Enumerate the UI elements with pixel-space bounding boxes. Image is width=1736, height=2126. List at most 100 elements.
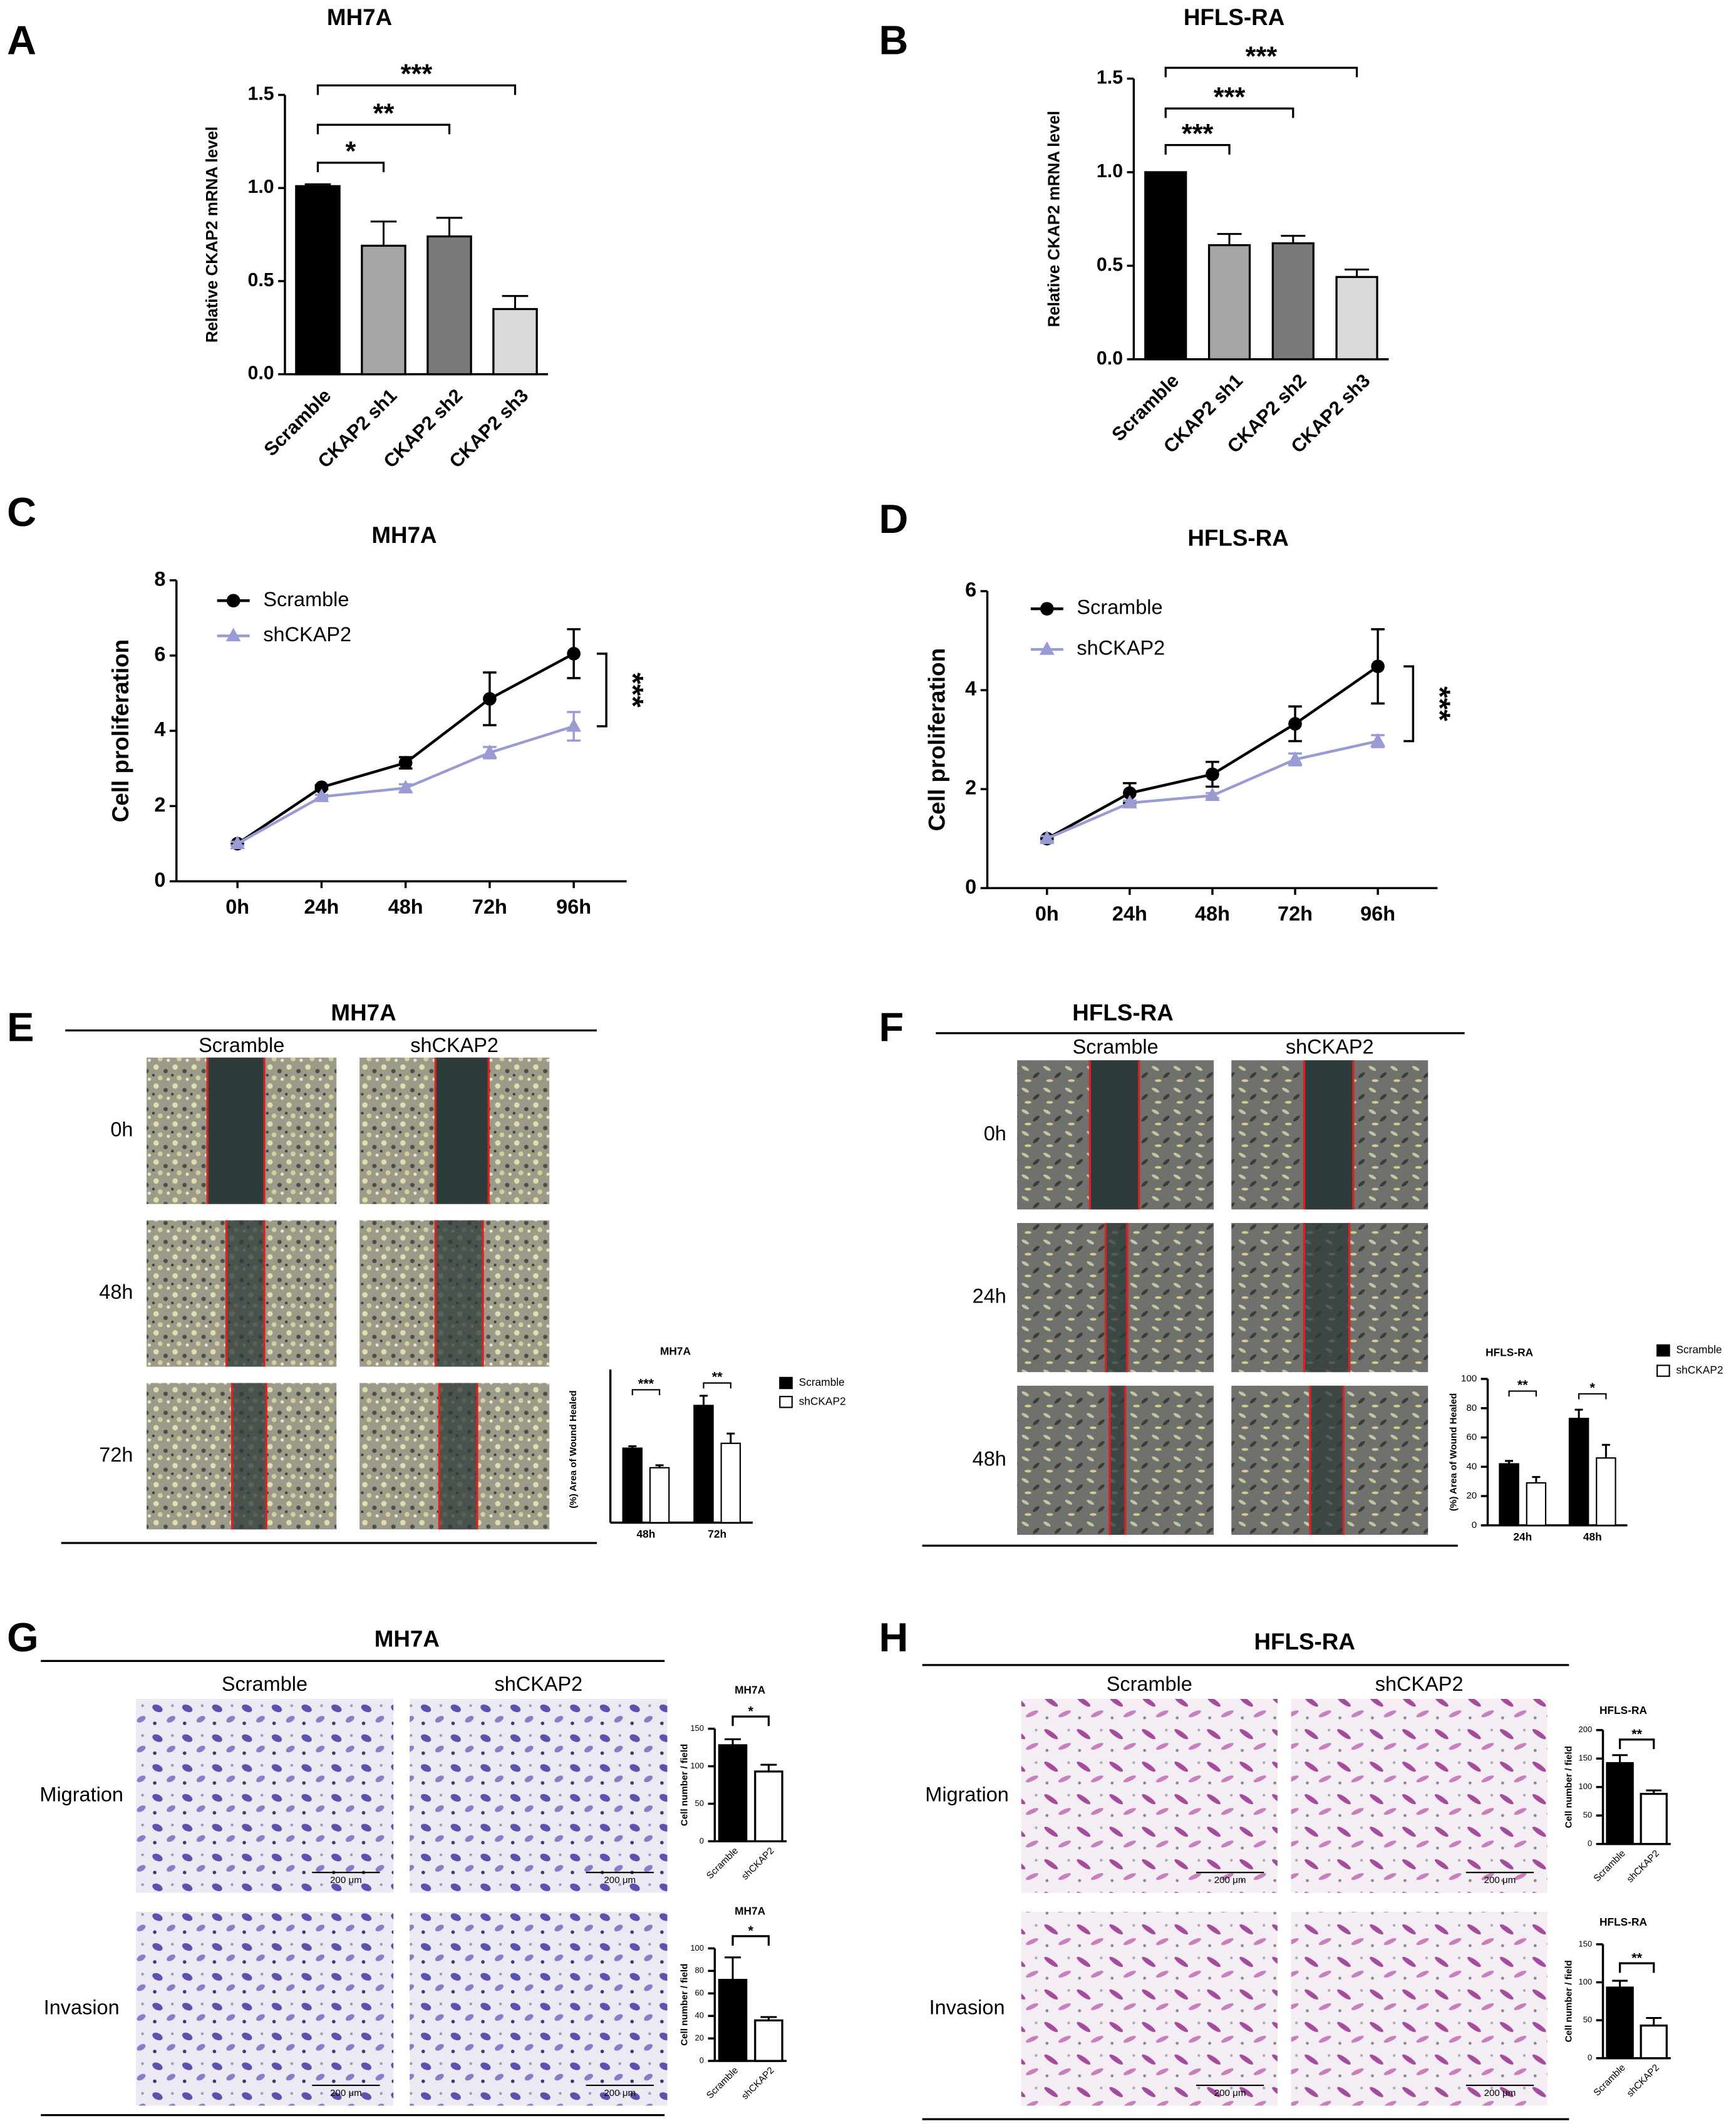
y-axis-label: Cell number / field: [679, 1744, 690, 1826]
column-label: Scramble: [1073, 1035, 1159, 1058]
row-label: Migration: [925, 1783, 1009, 1805]
x-tick-label: shCKAP2: [740, 1845, 776, 1882]
wound-gap: [1310, 1385, 1344, 1535]
y-tick-label: 0.0: [248, 363, 274, 384]
y-tick-label: 40: [1466, 1461, 1477, 1472]
y-tick-label: 0.5: [248, 270, 274, 291]
y-tick-label: 1.5: [248, 84, 274, 105]
bar: [1568, 1418, 1589, 1526]
y-tick-label: 100: [1579, 1782, 1593, 1791]
significance-bracket: [1618, 1738, 1655, 1750]
point: [1039, 830, 1055, 844]
error-bar: [699, 1395, 708, 1406]
panel-letter: G: [7, 1614, 39, 1660]
chart-title: MH7A: [371, 522, 437, 548]
row-label: 48h: [99, 1281, 133, 1303]
y-tick-label: 0: [700, 1836, 704, 1845]
x-tick-label: 24h: [1513, 1530, 1532, 1543]
x-tick-label: 96h: [1360, 902, 1395, 925]
panel-title: HFLS-RA: [1254, 1629, 1355, 1654]
significance-label: ***: [1182, 119, 1214, 149]
significance-bracket: [316, 84, 517, 95]
bar: [649, 1467, 670, 1524]
y-tick-label: 150: [1579, 1753, 1593, 1763]
wound-gap: [207, 1057, 265, 1204]
y-axis-label: (%) Area of Wound Healed: [1448, 1393, 1459, 1511]
y-tick-label: 0: [1588, 2053, 1592, 2062]
significance-label: ***: [1214, 82, 1246, 112]
point: [314, 788, 329, 802]
significance-bracket: [596, 653, 607, 728]
scale-label: 200 μm: [1484, 2088, 1516, 2098]
chart-title: MH7A: [735, 1904, 766, 1917]
row-label: 0h: [984, 1122, 1006, 1145]
point: [483, 692, 497, 706]
bar: [693, 1405, 714, 1524]
x-tick-label: 0h: [1035, 902, 1059, 925]
x-tick-label: shCKAP2: [740, 2065, 776, 2102]
panel-letter: B: [879, 17, 908, 63]
error-bar: [1612, 1979, 1628, 1988]
legend-label: Scramble: [799, 1376, 845, 1388]
panel-letter: H: [879, 1614, 908, 1660]
significance-bracket: [1164, 144, 1231, 155]
row-label: Migration: [39, 1783, 123, 1805]
row-label: 72h: [99, 1443, 133, 1466]
point: [566, 718, 582, 732]
x-tick-label: shCKAP2: [1625, 2062, 1661, 2098]
bar: [1640, 1792, 1668, 1845]
chart-title: MH7A: [660, 1344, 691, 1357]
wound-gap: [439, 1383, 477, 1530]
significance-label: *: [748, 1922, 754, 1938]
significance-label: *: [346, 137, 356, 167]
row-label: Invasion: [44, 1996, 120, 2018]
significance-label: *: [748, 1703, 754, 1718]
wound-gap: [435, 1220, 483, 1367]
column-label: Scramble: [199, 1034, 284, 1056]
y-tick-label: 100: [690, 1943, 704, 1953]
micrograph: [135, 1698, 394, 1893]
y-tick-label: 100: [690, 1761, 704, 1770]
scale-label: 200 μm: [1484, 1875, 1516, 1886]
scale-label: 200 μm: [330, 2088, 362, 2098]
bar: [754, 1770, 783, 1842]
y-tick-label: 2: [965, 777, 976, 799]
y-tick-label: 50: [1583, 2015, 1592, 2025]
significance-label: **: [373, 98, 395, 128]
legend-label: Scramble: [1676, 1343, 1722, 1356]
y-tick-label: 0: [1588, 1839, 1592, 1848]
wound-gap: [226, 1220, 265, 1367]
significance-bracket: [1403, 665, 1415, 743]
y-tick-label: 150: [1579, 1939, 1593, 1948]
y-tick-label: 80: [695, 1966, 704, 1975]
legend-swatch: [1656, 1365, 1670, 1377]
y-tick-label: 0.5: [1097, 254, 1123, 275]
y-tick-label: 80: [1466, 1403, 1477, 1413]
error-bar: [725, 1956, 741, 1980]
column-label: shCKAP2: [494, 1673, 582, 1695]
significance-label: **: [1517, 1377, 1528, 1393]
y-tick-label: 0: [1472, 1520, 1477, 1530]
x-tick-label: 72h: [708, 1528, 726, 1540]
legend-marker: [1040, 602, 1054, 616]
significance-label: **: [1631, 1949, 1642, 1965]
legend-swatch: [779, 1376, 793, 1390]
significance-label: ***: [638, 1375, 654, 1391]
wound-gap: [1304, 1060, 1353, 1210]
y-tick-label: 0: [154, 869, 165, 891]
y-axis-label: Relative CKAP2 mRNA level: [202, 126, 221, 343]
x-tick-label: 0h: [225, 895, 249, 918]
column-label: Scramble: [1107, 1673, 1192, 1695]
legend-marker: [1039, 641, 1055, 655]
significance-bracket: [631, 1389, 661, 1395]
chart-title: HFLS-RA: [1187, 525, 1288, 550]
bar: [1499, 1463, 1519, 1526]
panel-title: MH7A: [375, 1626, 440, 1652]
row-label: Invasion: [929, 1996, 1005, 2018]
significance-bracket: [1508, 1390, 1537, 1397]
error-bar: [1345, 268, 1370, 277]
row-label: 0h: [110, 1118, 133, 1140]
significance-bracket: [731, 1935, 770, 1946]
panel-letter: A: [7, 17, 36, 63]
